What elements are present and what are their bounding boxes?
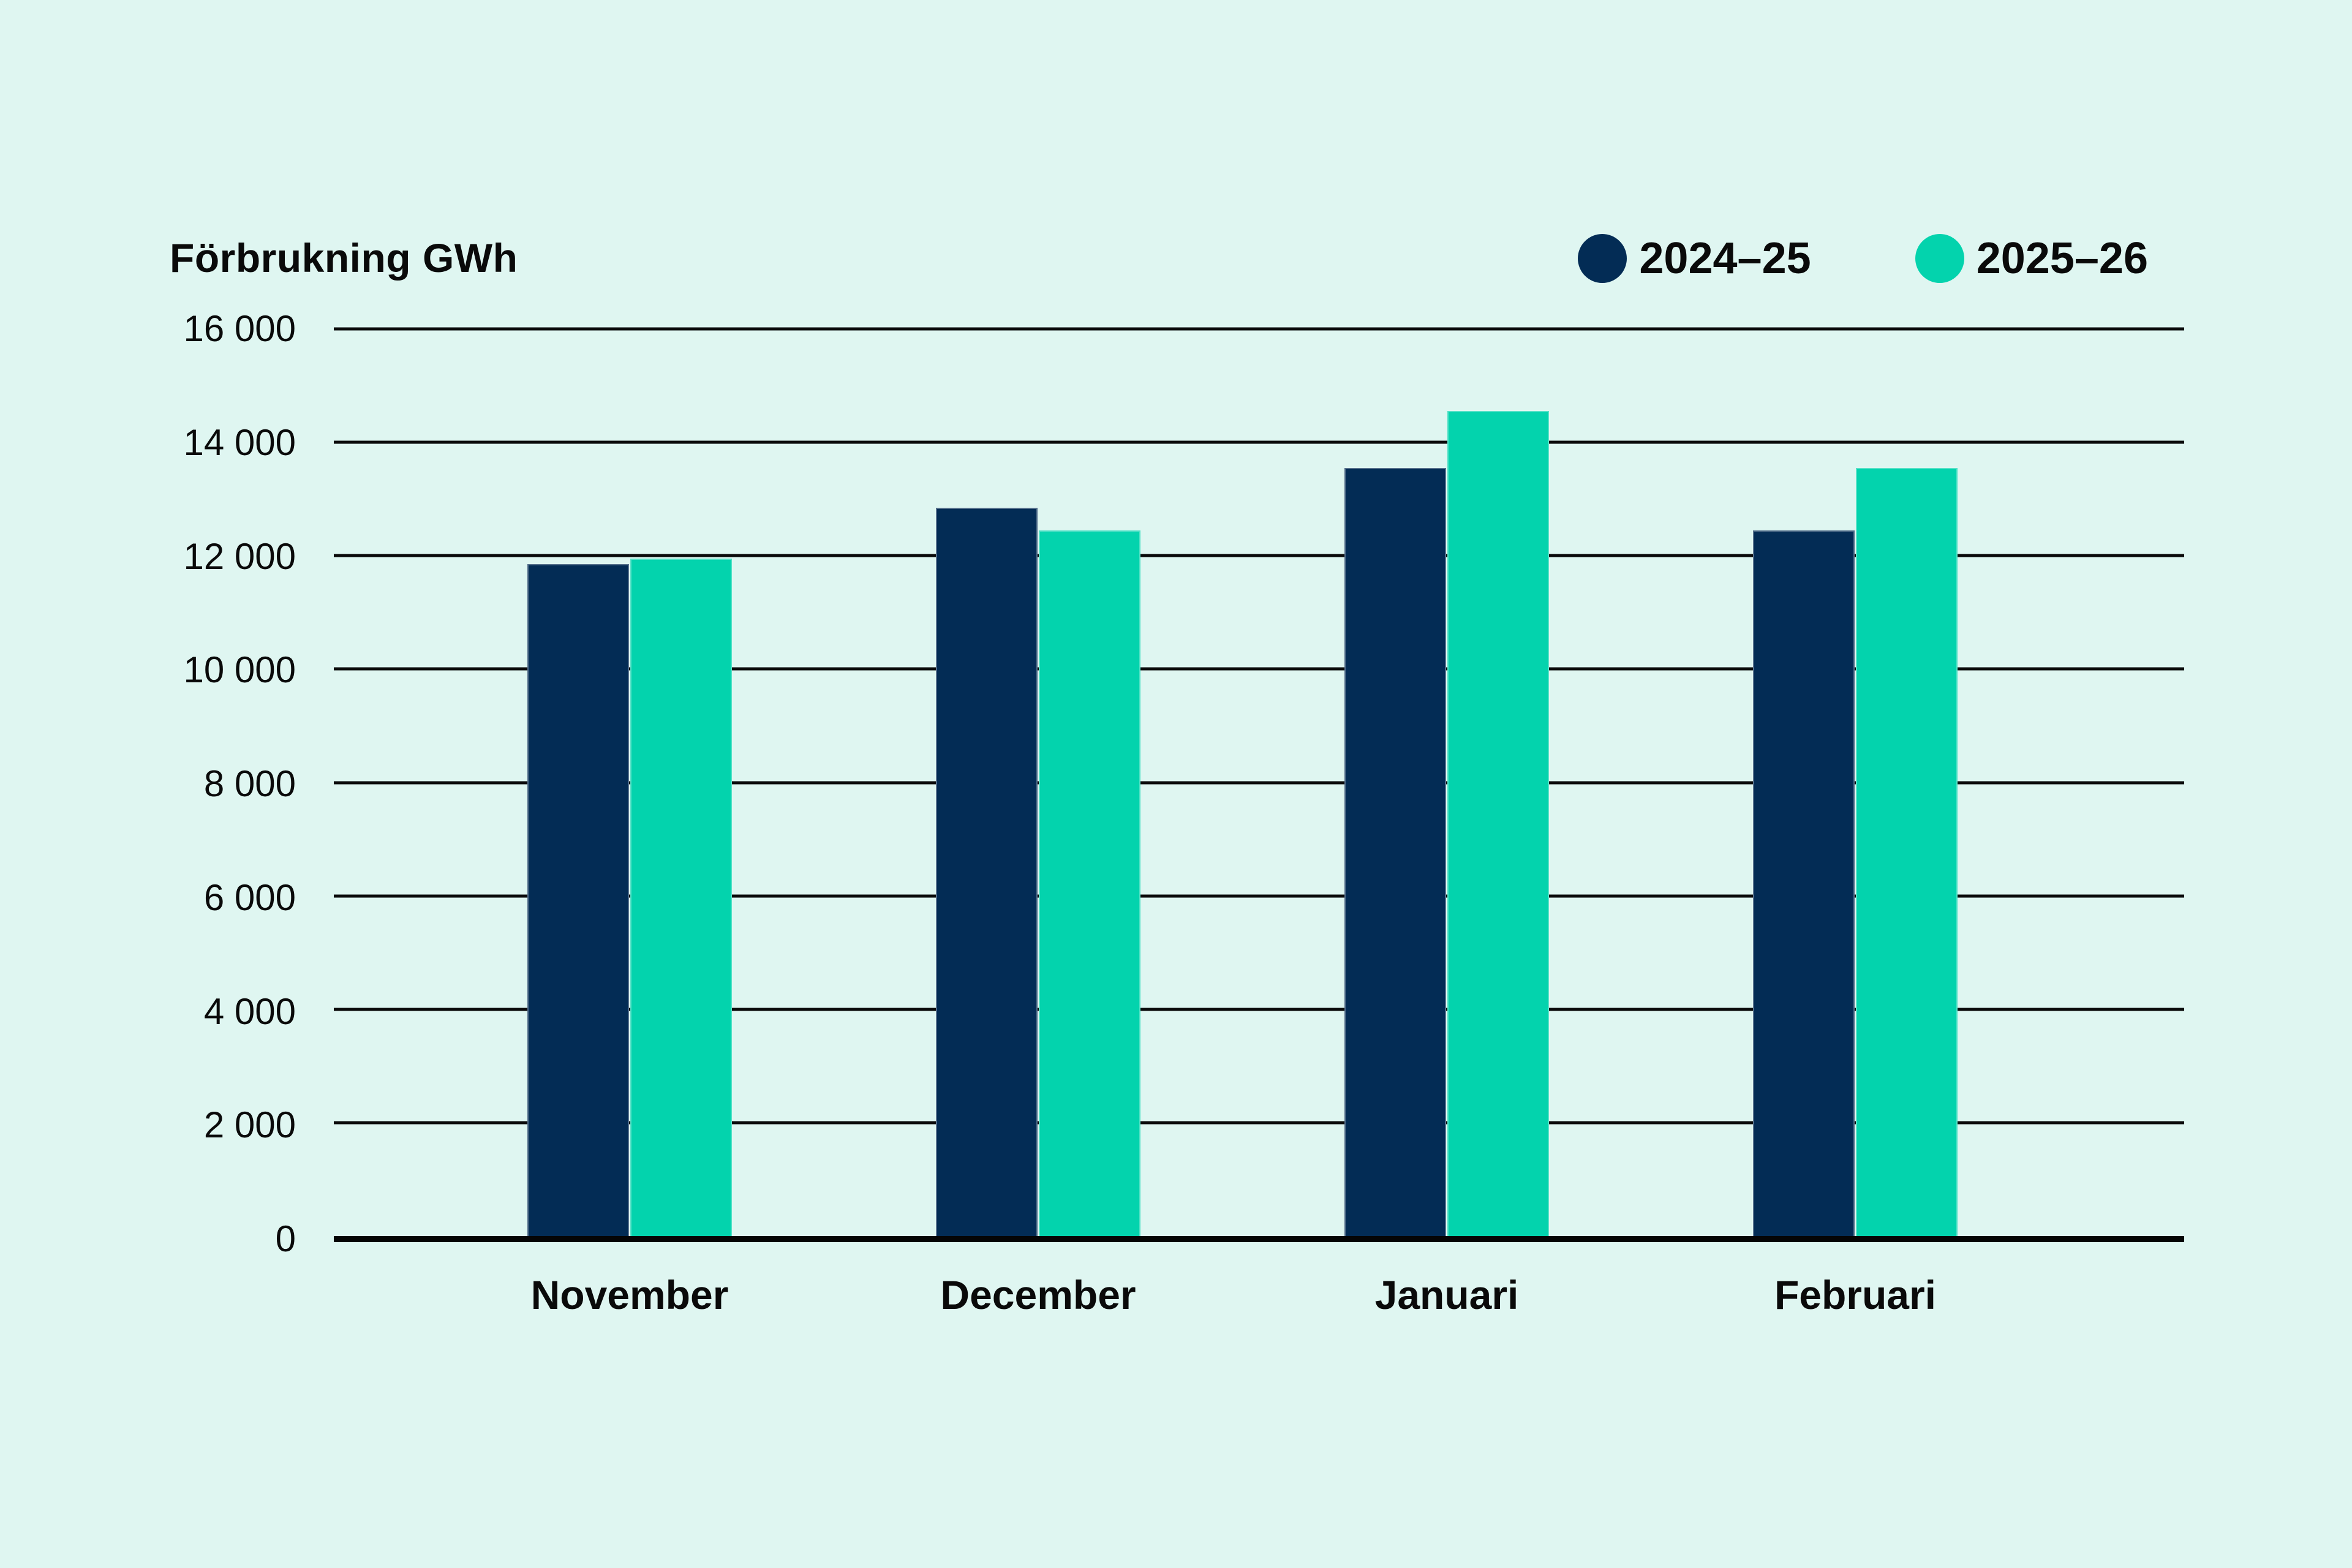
bar bbox=[1039, 530, 1140, 1236]
bars-container bbox=[334, 329, 2184, 1236]
x-category-label: November bbox=[530, 1272, 729, 1317]
y-tick-label: 0 bbox=[275, 1218, 296, 1259]
bar-group bbox=[1344, 329, 1549, 1236]
y-tick-label: 12 000 bbox=[183, 535, 296, 577]
bar bbox=[1447, 411, 1549, 1236]
y-tick-label: 2 000 bbox=[203, 1104, 296, 1146]
bar-group bbox=[936, 329, 1140, 1236]
x-axis-line bbox=[334, 1236, 2184, 1242]
gridline bbox=[334, 554, 2184, 557]
x-category-label: Januari bbox=[1374, 1272, 1519, 1317]
gridline bbox=[334, 440, 2184, 444]
bar bbox=[1856, 467, 1958, 1236]
y-tick-label: 8 000 bbox=[203, 763, 296, 804]
legend-label: 2024–25 bbox=[1639, 234, 1811, 283]
x-category-label: December bbox=[940, 1272, 1136, 1317]
bar bbox=[1344, 467, 1446, 1236]
gridline bbox=[334, 667, 2184, 671]
bar-group bbox=[527, 329, 732, 1236]
y-tick-label: 14 000 bbox=[183, 421, 296, 463]
gridline bbox=[334, 1008, 2184, 1011]
y-tick-label: 4 000 bbox=[203, 990, 296, 1032]
legend-swatch bbox=[1578, 234, 1627, 283]
y-tick-label: 6 000 bbox=[203, 876, 296, 918]
y-axis-tick-labels: 16 000 14 000 12 000 10 000 8 000 6 000 4 000 2… bbox=[0, 311, 296, 1257]
y-tick-label: 10 000 bbox=[183, 649, 296, 691]
gridline bbox=[334, 781, 2184, 784]
chart-title: Förbrukning GWh bbox=[170, 235, 518, 281]
legend-item: 2025–26 bbox=[1915, 234, 2148, 283]
bar bbox=[1753, 530, 1855, 1236]
bar bbox=[527, 564, 629, 1236]
legend: 2024–25 2025–26 bbox=[1578, 234, 2148, 283]
gridline bbox=[334, 894, 2184, 898]
x-category-label: Februari bbox=[1774, 1272, 1937, 1317]
legend-label: 2025–26 bbox=[1976, 234, 2148, 283]
legend-swatch bbox=[1915, 234, 1964, 283]
gridline bbox=[334, 1121, 2184, 1125]
bar bbox=[936, 507, 1038, 1236]
plot-area bbox=[334, 327, 2184, 1242]
x-axis-category-labels: November December Januari Februari bbox=[334, 1273, 2352, 1317]
y-tick-label: 16 000 bbox=[183, 308, 296, 349]
bar-group bbox=[1753, 329, 1958, 1236]
gridline bbox=[334, 327, 2184, 331]
legend-item: 2024–25 bbox=[1578, 234, 1811, 283]
bar bbox=[630, 558, 732, 1236]
